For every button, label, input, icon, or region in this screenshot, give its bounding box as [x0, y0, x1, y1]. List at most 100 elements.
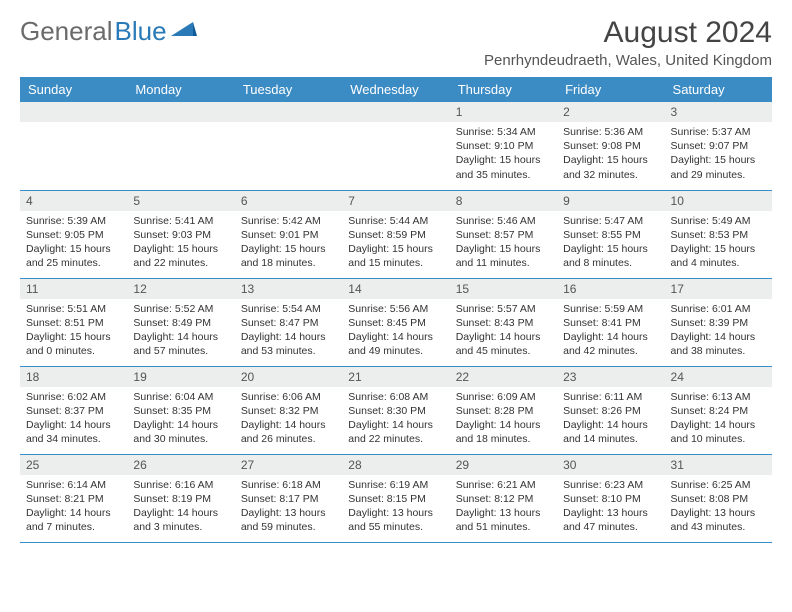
day-details: Sunrise: 6:21 AMSunset: 8:12 PMDaylight:… — [450, 475, 557, 541]
brand-triangle-icon — [171, 16, 197, 47]
day-details: Sunrise: 5:54 AMSunset: 8:47 PMDaylight:… — [235, 299, 342, 365]
day-number: 21 — [342, 367, 449, 387]
day-details — [235, 122, 342, 131]
day-details: Sunrise: 5:47 AMSunset: 8:55 PMDaylight:… — [557, 211, 664, 277]
day-number: 1 — [450, 102, 557, 122]
day-details: Sunrise: 5:51 AMSunset: 8:51 PMDaylight:… — [20, 299, 127, 365]
weekday-header-row: Sunday Monday Tuesday Wednesday Thursday… — [20, 77, 772, 102]
day-details: Sunrise: 5:52 AMSunset: 8:49 PMDaylight:… — [127, 299, 234, 365]
day-number: 15 — [450, 279, 557, 299]
day-details: Sunrise: 6:04 AMSunset: 8:35 PMDaylight:… — [127, 387, 234, 453]
calendar-day-cell: 4Sunrise: 5:39 AMSunset: 9:05 PMDaylight… — [20, 190, 127, 278]
day-number: 10 — [665, 191, 772, 211]
calendar-week-row: 4Sunrise: 5:39 AMSunset: 9:05 PMDaylight… — [20, 190, 772, 278]
calendar-day-cell: 9Sunrise: 5:47 AMSunset: 8:55 PMDaylight… — [557, 190, 664, 278]
calendar-day-cell: 13Sunrise: 5:54 AMSunset: 8:47 PMDayligh… — [235, 278, 342, 366]
day-details — [127, 122, 234, 131]
calendar-day-cell: 27Sunrise: 6:18 AMSunset: 8:17 PMDayligh… — [235, 454, 342, 542]
calendar-day-cell: 17Sunrise: 6:01 AMSunset: 8:39 PMDayligh… — [665, 278, 772, 366]
day-number: 6 — [235, 191, 342, 211]
day-number: 19 — [127, 367, 234, 387]
weekday-header: Saturday — [665, 77, 772, 102]
calendar-day-cell — [127, 102, 234, 190]
day-details: Sunrise: 6:25 AMSunset: 8:08 PMDaylight:… — [665, 475, 772, 541]
day-number: 30 — [557, 455, 664, 475]
day-details: Sunrise: 6:14 AMSunset: 8:21 PMDaylight:… — [20, 475, 127, 541]
calendar-day-cell: 19Sunrise: 6:04 AMSunset: 8:35 PMDayligh… — [127, 366, 234, 454]
brand-part1: General — [20, 16, 113, 47]
weekday-header: Monday — [127, 77, 234, 102]
day-number: 22 — [450, 367, 557, 387]
calendar-week-row: 18Sunrise: 6:02 AMSunset: 8:37 PMDayligh… — [20, 366, 772, 454]
day-number: 4 — [20, 191, 127, 211]
day-details: Sunrise: 6:08 AMSunset: 8:30 PMDaylight:… — [342, 387, 449, 453]
day-details: Sunrise: 5:39 AMSunset: 9:05 PMDaylight:… — [20, 211, 127, 277]
calendar-day-cell: 22Sunrise: 6:09 AMSunset: 8:28 PMDayligh… — [450, 366, 557, 454]
calendar-day-cell: 21Sunrise: 6:08 AMSunset: 8:30 PMDayligh… — [342, 366, 449, 454]
day-number: 7 — [342, 191, 449, 211]
calendar-day-cell: 18Sunrise: 6:02 AMSunset: 8:37 PMDayligh… — [20, 366, 127, 454]
day-details: Sunrise: 6:06 AMSunset: 8:32 PMDaylight:… — [235, 387, 342, 453]
day-details: Sunrise: 5:57 AMSunset: 8:43 PMDaylight:… — [450, 299, 557, 365]
day-details: Sunrise: 5:37 AMSunset: 9:07 PMDaylight:… — [665, 122, 772, 188]
day-details: Sunrise: 6:19 AMSunset: 8:15 PMDaylight:… — [342, 475, 449, 541]
weekday-header: Thursday — [450, 77, 557, 102]
brand-part2: Blue — [115, 16, 167, 47]
day-number: 13 — [235, 279, 342, 299]
calendar-table: Sunday Monday Tuesday Wednesday Thursday… — [20, 77, 772, 543]
day-details: Sunrise: 5:46 AMSunset: 8:57 PMDaylight:… — [450, 211, 557, 277]
calendar-day-cell: 5Sunrise: 5:41 AMSunset: 9:03 PMDaylight… — [127, 190, 234, 278]
day-number: 12 — [127, 279, 234, 299]
title-block: August 2024 Penrhyndeudraeth, Wales, Uni… — [484, 16, 772, 69]
day-number: 11 — [20, 279, 127, 299]
day-details: Sunrise: 6:13 AMSunset: 8:24 PMDaylight:… — [665, 387, 772, 453]
calendar-day-cell — [342, 102, 449, 190]
calendar-day-cell: 16Sunrise: 5:59 AMSunset: 8:41 PMDayligh… — [557, 278, 664, 366]
calendar-week-row: 1Sunrise: 5:34 AMSunset: 9:10 PMDaylight… — [20, 102, 772, 190]
weekday-header: Sunday — [20, 77, 127, 102]
day-number: 16 — [557, 279, 664, 299]
day-details: Sunrise: 6:01 AMSunset: 8:39 PMDaylight:… — [665, 299, 772, 365]
calendar-day-cell: 31Sunrise: 6:25 AMSunset: 8:08 PMDayligh… — [665, 454, 772, 542]
day-number: 31 — [665, 455, 772, 475]
day-number: 23 — [557, 367, 664, 387]
page-header: GeneralBlue August 2024 Penrhyndeudraeth… — [20, 16, 772, 69]
calendar-day-cell — [20, 102, 127, 190]
calendar-day-cell: 14Sunrise: 5:56 AMSunset: 8:45 PMDayligh… — [342, 278, 449, 366]
day-details: Sunrise: 5:41 AMSunset: 9:03 PMDaylight:… — [127, 211, 234, 277]
day-number: 28 — [342, 455, 449, 475]
calendar-day-cell: 24Sunrise: 6:13 AMSunset: 8:24 PMDayligh… — [665, 366, 772, 454]
calendar-day-cell: 6Sunrise: 5:42 AMSunset: 9:01 PMDaylight… — [235, 190, 342, 278]
calendar-day-cell: 20Sunrise: 6:06 AMSunset: 8:32 PMDayligh… — [235, 366, 342, 454]
day-details: Sunrise: 6:11 AMSunset: 8:26 PMDaylight:… — [557, 387, 664, 453]
calendar-day-cell: 3Sunrise: 5:37 AMSunset: 9:07 PMDaylight… — [665, 102, 772, 190]
day-details: Sunrise: 6:09 AMSunset: 8:28 PMDaylight:… — [450, 387, 557, 453]
calendar-week-row: 11Sunrise: 5:51 AMSunset: 8:51 PMDayligh… — [20, 278, 772, 366]
day-details: Sunrise: 5:56 AMSunset: 8:45 PMDaylight:… — [342, 299, 449, 365]
day-number — [235, 102, 342, 122]
calendar-day-cell: 12Sunrise: 5:52 AMSunset: 8:49 PMDayligh… — [127, 278, 234, 366]
calendar-day-cell: 8Sunrise: 5:46 AMSunset: 8:57 PMDaylight… — [450, 190, 557, 278]
day-number: 26 — [127, 455, 234, 475]
calendar-day-cell: 23Sunrise: 6:11 AMSunset: 8:26 PMDayligh… — [557, 366, 664, 454]
day-number: 14 — [342, 279, 449, 299]
calendar-day-cell: 25Sunrise: 6:14 AMSunset: 8:21 PMDayligh… — [20, 454, 127, 542]
calendar-day-cell: 30Sunrise: 6:23 AMSunset: 8:10 PMDayligh… — [557, 454, 664, 542]
calendar-day-cell: 28Sunrise: 6:19 AMSunset: 8:15 PMDayligh… — [342, 454, 449, 542]
calendar-day-cell: 26Sunrise: 6:16 AMSunset: 8:19 PMDayligh… — [127, 454, 234, 542]
calendar-day-cell: 10Sunrise: 5:49 AMSunset: 8:53 PMDayligh… — [665, 190, 772, 278]
day-number: 2 — [557, 102, 664, 122]
brand-logo: GeneralBlue — [20, 16, 197, 47]
calendar-day-cell: 7Sunrise: 5:44 AMSunset: 8:59 PMDaylight… — [342, 190, 449, 278]
day-details: Sunrise: 6:18 AMSunset: 8:17 PMDaylight:… — [235, 475, 342, 541]
day-details — [342, 122, 449, 131]
day-details: Sunrise: 5:49 AMSunset: 8:53 PMDaylight:… — [665, 211, 772, 277]
calendar-day-cell: 29Sunrise: 6:21 AMSunset: 8:12 PMDayligh… — [450, 454, 557, 542]
day-number: 27 — [235, 455, 342, 475]
calendar-day-cell: 1Sunrise: 5:34 AMSunset: 9:10 PMDaylight… — [450, 102, 557, 190]
day-details: Sunrise: 5:36 AMSunset: 9:08 PMDaylight:… — [557, 122, 664, 188]
day-number — [342, 102, 449, 122]
month-title: August 2024 — [484, 16, 772, 50]
day-number: 17 — [665, 279, 772, 299]
day-number: 18 — [20, 367, 127, 387]
